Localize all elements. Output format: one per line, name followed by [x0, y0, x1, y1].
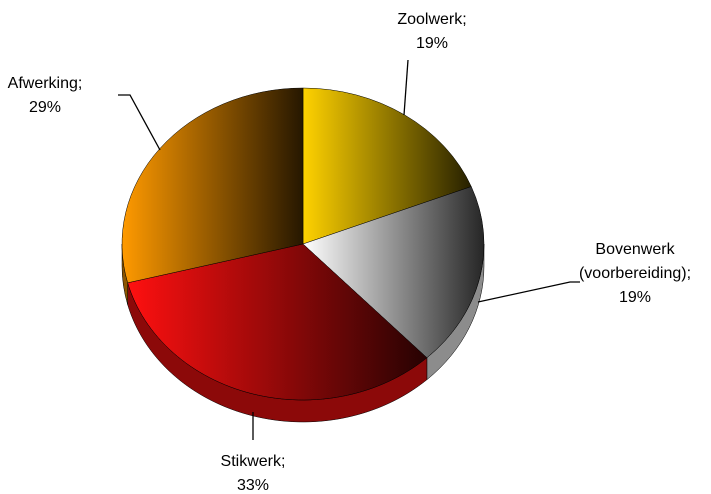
data-label: Bovenwerk (voorbereiding); 19%	[560, 238, 710, 310]
label-separator: ;	[686, 265, 692, 282]
slice	[302, 186, 485, 359]
value-label: 19%	[415, 35, 449, 52]
label-separator: ;	[281, 453, 286, 470]
leader-line	[403, 59, 409, 116]
category-name: Zoolwerk	[397, 11, 463, 28]
label-separator: ;	[462, 11, 467, 28]
data-label: Stikwerk; 33%	[203, 450, 303, 494]
value-label: 29%	[28, 99, 62, 116]
value-label: 19%	[618, 289, 652, 306]
leader-line	[477, 281, 580, 303]
category-name: Afwerking	[7, 75, 78, 92]
slice	[302, 87, 472, 245]
slice	[121, 87, 304, 284]
value-label: 33%	[236, 477, 270, 494]
category-name: Bovenwerk (voorbereiding)	[578, 241, 687, 282]
data-label: Afwerking; 29%	[0, 72, 90, 120]
label-separator: ;	[77, 75, 83, 92]
leader-line	[118, 94, 161, 151]
category-name: Stikwerk	[220, 453, 281, 470]
slice	[127, 243, 428, 401]
data-label: Zoolwerk; 19%	[382, 8, 482, 56]
